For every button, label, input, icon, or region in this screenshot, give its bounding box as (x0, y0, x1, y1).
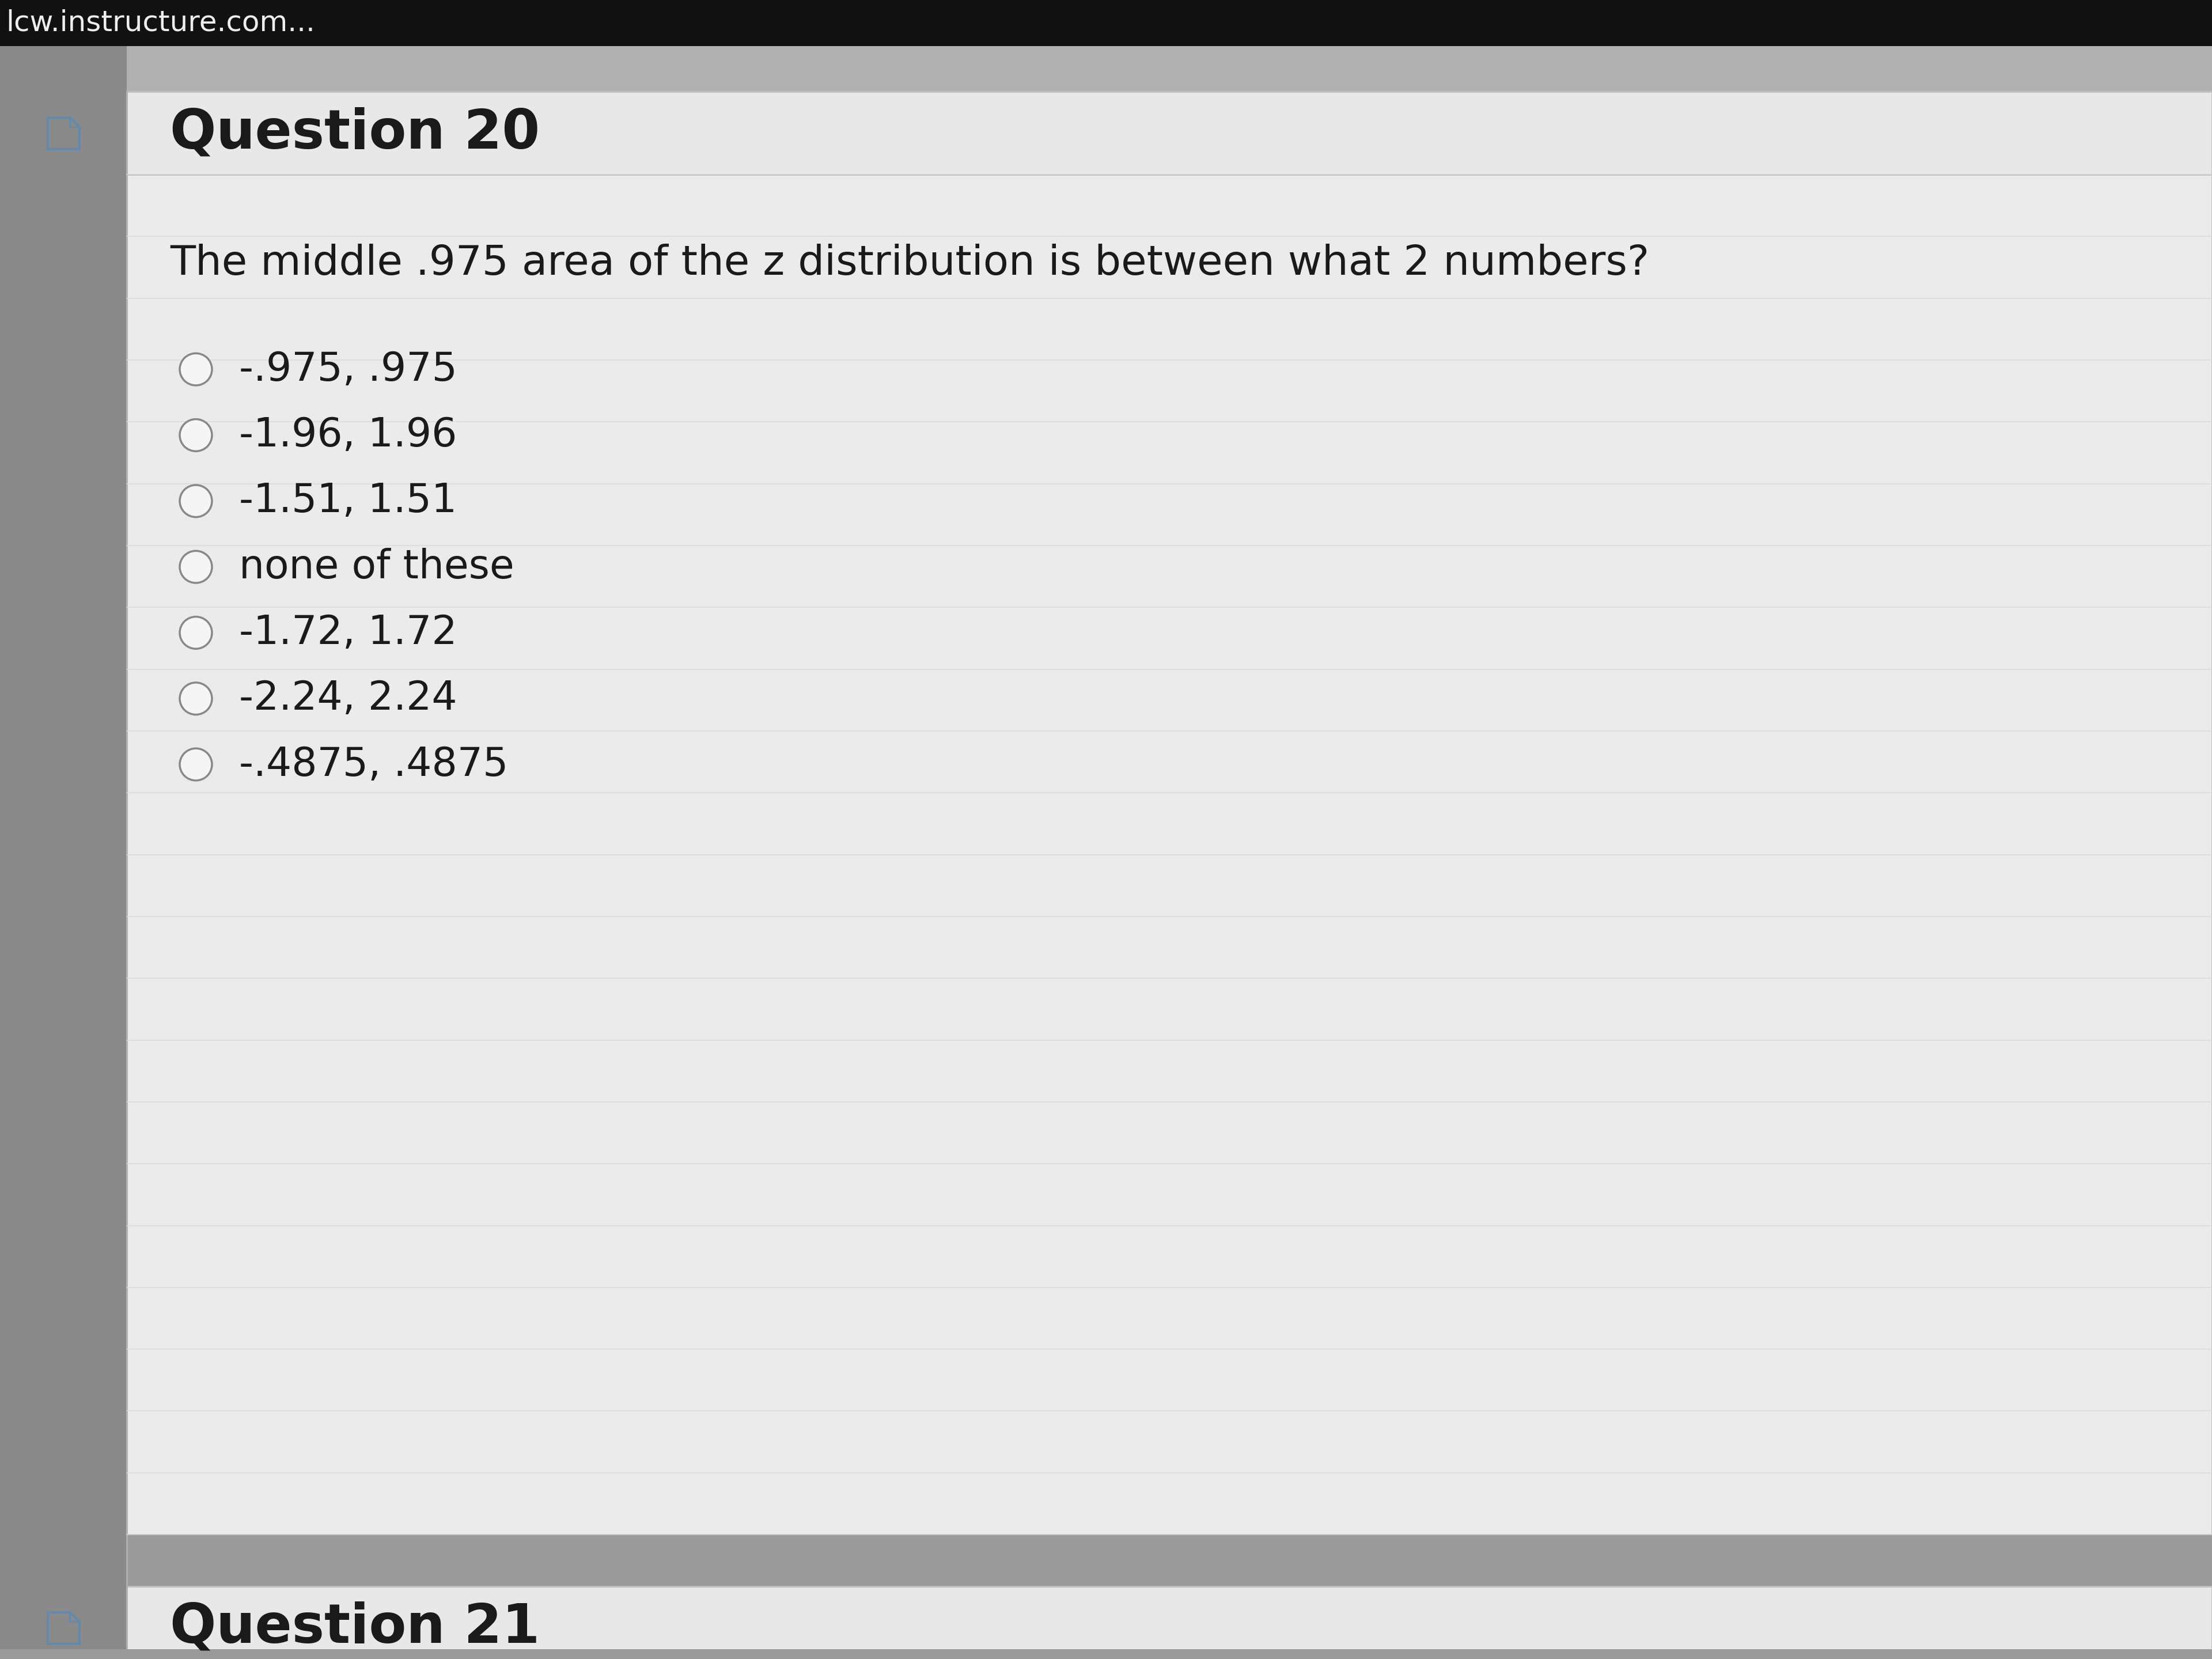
Circle shape (179, 420, 212, 451)
Text: The middle .975 area of the z distribution is between what 2 numbers?: The middle .975 area of the z distributi… (170, 244, 1650, 284)
Circle shape (179, 617, 212, 649)
Text: -2.24, 2.24: -2.24, 2.24 (239, 679, 458, 718)
Text: -1.96, 1.96: -1.96, 1.96 (239, 416, 458, 455)
Circle shape (179, 682, 212, 715)
FancyBboxPatch shape (0, 46, 126, 1649)
Text: -1.72, 1.72: -1.72, 1.72 (239, 614, 458, 652)
FancyBboxPatch shape (126, 174, 2212, 1535)
Text: none of these: none of these (239, 547, 513, 586)
FancyBboxPatch shape (126, 1535, 2212, 1586)
Circle shape (179, 551, 212, 582)
FancyBboxPatch shape (126, 91, 2212, 174)
FancyBboxPatch shape (126, 1586, 2212, 1659)
Circle shape (179, 484, 212, 518)
Text: -.4875, .4875: -.4875, .4875 (239, 745, 509, 783)
FancyBboxPatch shape (0, 0, 2212, 46)
Circle shape (179, 748, 212, 780)
Text: Question 20: Question 20 (170, 106, 540, 159)
FancyBboxPatch shape (126, 46, 2212, 91)
Text: lcw.instructure.com...: lcw.instructure.com... (7, 8, 314, 36)
Text: -1.51, 1.51: -1.51, 1.51 (239, 481, 458, 521)
FancyBboxPatch shape (126, 1649, 2212, 1659)
Circle shape (179, 353, 212, 385)
Text: -.975, .975: -.975, .975 (239, 350, 458, 388)
Text: Question 21: Question 21 (170, 1601, 540, 1654)
